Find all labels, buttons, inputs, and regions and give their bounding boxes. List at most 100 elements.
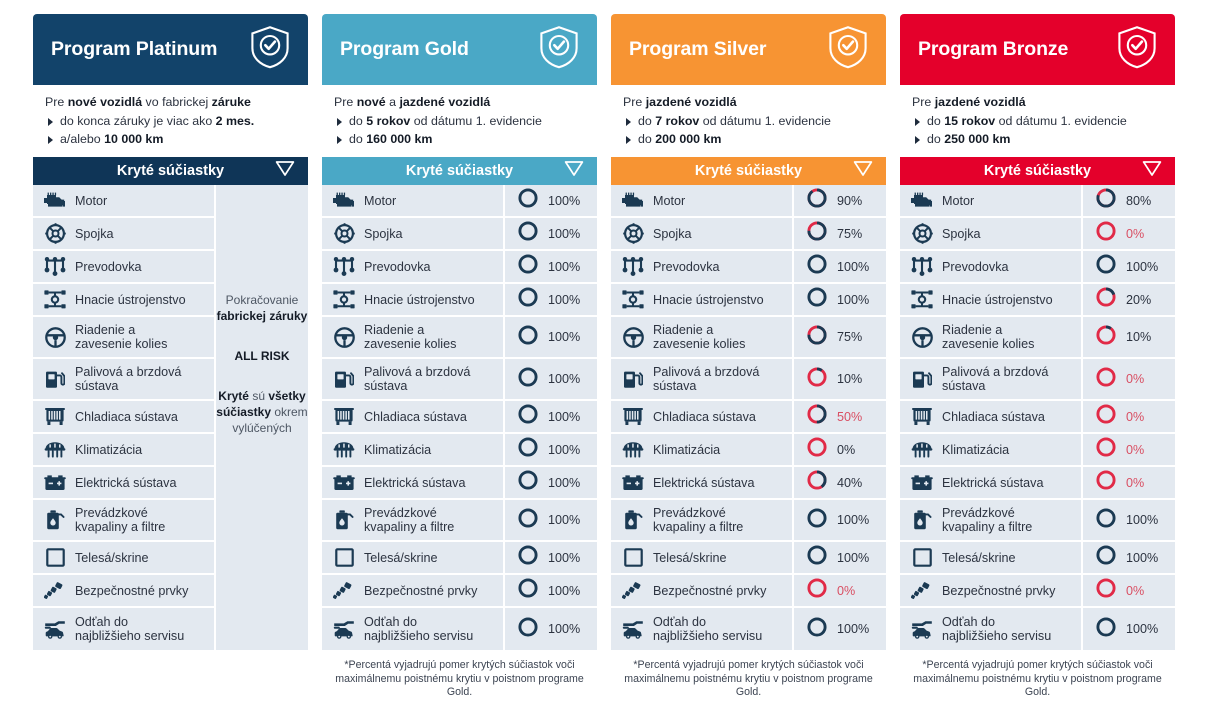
coverage-ring-icon	[806, 220, 828, 247]
criteria-lead: Pre nové vozidlá vo fabrickej záruke	[45, 95, 251, 109]
gearbox-icon	[331, 256, 357, 278]
coverage-percent: 100%	[548, 622, 581, 636]
coverage-cell: 100%	[505, 185, 597, 218]
air-conditioning-icon	[620, 439, 646, 461]
eligibility-criteria-silver: Pre jazdené vozidlá do 7 rokov od dátumu …	[611, 85, 886, 157]
coverage-cell: 0%	[1083, 218, 1175, 251]
triangle-down-icon[interactable]	[275, 160, 295, 182]
coverage-cell: 40%	[794, 467, 886, 500]
coverage-cell: 0%	[1083, 401, 1175, 434]
triangle-down-icon[interactable]	[853, 160, 873, 182]
coverage-ring-icon	[806, 324, 828, 351]
criteria-item: do 5 rokov od dátumu 1. evidencie	[334, 112, 585, 130]
covered-parts-label: Kryté súčiastky	[405, 163, 514, 179]
coverage-cell: 100%	[1083, 542, 1175, 575]
coverage-ring-icon	[517, 616, 539, 643]
table-row: Palivová a brzdová sústava	[322, 359, 503, 401]
coverage-percent: 100%	[837, 513, 870, 527]
coverage-ring-icon	[806, 187, 828, 214]
triangle-down-icon[interactable]	[564, 160, 584, 182]
coverage-percent: 10%	[837, 372, 863, 386]
coverage-ring-icon	[1095, 544, 1117, 571]
part-name: Bezpečnostné prvky	[942, 583, 1056, 598]
part-name: Prevádzkové kvapaliny a filtre	[75, 506, 166, 534]
table-row: Spojka	[611, 218, 792, 251]
coverage-percent: 100%	[837, 292, 870, 307]
table-row: Chladiaca sústava	[33, 401, 214, 434]
part-name: Chladiaca sústava	[653, 409, 756, 424]
covered-parts-label: Kryté súčiastky	[983, 163, 1092, 179]
part-name: Hnacie ústrojenstvo	[364, 292, 475, 307]
table-row: Riadenie a zavesenie kolies	[611, 317, 792, 359]
table-row: Elektrická sústava	[322, 467, 503, 500]
part-name: Elektrická sústava	[75, 475, 177, 490]
covered-parts-header-platinum[interactable]: Kryté súčiastky	[33, 157, 308, 185]
clutch-icon	[909, 223, 935, 245]
part-name: Klimatizácia	[364, 442, 432, 457]
table-row: Prevodovka	[900, 251, 1081, 284]
coverage-ring-icon	[1095, 286, 1117, 313]
table-row: Elektrická sústava	[33, 467, 214, 500]
seatbelt-icon	[331, 580, 357, 602]
coverage-cell: 100%	[505, 542, 597, 575]
criteria-item: do 7 rokov od dátumu 1. evidencie	[623, 112, 874, 130]
part-name: Spojka	[653, 226, 692, 241]
seatbelt-icon	[620, 580, 646, 602]
coverage-ring-icon	[517, 220, 539, 247]
part-name: Klimatizácia	[942, 442, 1010, 457]
air-conditioning-icon	[331, 439, 357, 461]
coverage-cell: 100%	[505, 608, 597, 650]
coverage-footnote: *Percentá vyjadrujú pomer krytých súčias…	[913, 659, 1162, 698]
parts-label-column: Motor Spojka Prevodovka Hnacie ústrojenstvo…	[900, 185, 1081, 650]
parts-rows-gold: Motor Spojka Prevodovka Hnacie ústrojenstvo…	[322, 185, 597, 650]
part-name: Elektrická sústava	[942, 475, 1044, 490]
covered-parts-header-silver[interactable]: Kryté súčiastky	[611, 157, 886, 185]
part-name: Odťah do najbližšieho servisu	[364, 615, 474, 643]
tow-truck-icon	[42, 618, 68, 640]
part-name: Telesá/skrine	[653, 550, 727, 565]
coverage-cell: 50%	[794, 401, 886, 434]
table-row: Chladiaca sústava	[322, 401, 503, 434]
part-name: Prevádzkové kvapaliny a filtre	[364, 506, 455, 534]
fuel-brake-icon	[331, 368, 357, 390]
part-name: Bezpečnostné prvky	[364, 583, 478, 598]
coverage-cell: 100%	[1083, 608, 1175, 650]
part-name: Bezpečnostné prvky	[653, 583, 767, 598]
coverage-percent: 100%	[837, 550, 870, 565]
radiator-icon	[42, 406, 68, 428]
coverage-ring-icon	[517, 436, 539, 463]
part-name: Elektrická sústava	[653, 475, 755, 490]
radiator-icon	[620, 406, 646, 428]
table-row: Hnacie ústrojenstvo	[611, 284, 792, 317]
coverage-cell: 100%	[1083, 251, 1175, 284]
criteria-item: do 160 000 km	[334, 130, 585, 148]
part-name: Bezpečnostné prvky	[75, 583, 189, 598]
coverage-percent: 100%	[548, 550, 581, 565]
table-row: Motor	[33, 185, 214, 218]
eligibility-criteria-platinum: Pre nové vozidlá vo fabrickej záruke do k…	[33, 85, 308, 157]
part-name: Elektrická sústava	[364, 475, 466, 490]
program-card-silver: Program Silver Pre jazdené vozidlá do 7 ro…	[611, 14, 886, 722]
triangle-down-icon[interactable]	[1142, 160, 1162, 182]
coverage-cell: 20%	[1083, 284, 1175, 317]
covered-parts-header-gold[interactable]: Kryté súčiastky	[322, 157, 597, 185]
coverage-summary-block: Kryté sú všetky súčiastky okrem vylúčený…	[216, 389, 308, 435]
coverage-ring-icon	[517, 187, 539, 214]
coverage-ring-icon	[517, 577, 539, 604]
clutch-icon	[620, 223, 646, 245]
covered-parts-header-bronze[interactable]: Kryté súčiastky	[900, 157, 1175, 185]
part-name: Telesá/skrine	[942, 550, 1016, 565]
table-row: Telesá/skrine	[33, 542, 214, 575]
fuel-brake-icon	[620, 368, 646, 390]
coverage-footnote: *Percentá vyjadrujú pomer krytých súčias…	[335, 659, 584, 698]
oil-can-icon	[620, 509, 646, 531]
fuel-brake-icon	[42, 368, 68, 390]
table-row: Riadenie a zavesenie kolies	[33, 317, 214, 359]
coverage-cell: 75%	[794, 218, 886, 251]
table-row: Klimatizácia	[33, 434, 214, 467]
steering-wheel-icon	[909, 326, 935, 348]
coverage-cell: 100%	[505, 467, 597, 500]
coverage-ring-icon	[1095, 616, 1117, 643]
part-name: Odťah do najbližšieho servisu	[942, 615, 1052, 643]
